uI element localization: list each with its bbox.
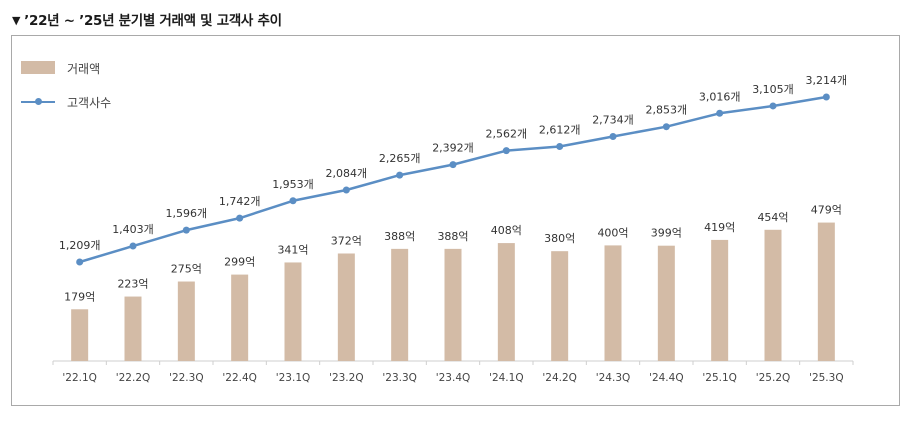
line-value-label: 3,105개 [752,83,794,96]
legend-bar-label: 거래액 [67,62,101,76]
line-value-label: 2,084개 [326,167,368,180]
line-point [769,102,777,110]
x-tick-label: '24.2Q [542,372,577,384]
bar-value-label: 388억 [437,230,468,243]
x-tick-label: '23.4Q [436,372,471,384]
bar-value-label: 275억 [171,263,202,276]
bar-value-label: 223억 [117,278,148,291]
line-point [556,143,564,151]
line-point [822,93,830,101]
x-tick-label: '23.2Q [329,372,364,384]
bar [231,274,249,361]
line-value-label: 1,403개 [112,223,154,236]
bar [657,245,675,361]
line-point [342,186,350,194]
bar-value-label: 179억 [64,290,95,303]
line-point [449,161,457,169]
bar-value-label: 479억 [811,204,842,217]
x-tick-label: '23.3Q [382,372,417,384]
bar [604,245,622,361]
x-tick-label: '24.3Q [596,372,631,384]
bar [177,281,195,361]
chart-heading: ▼ ’22년 ~ ’25년 분기별 거래액 및 고객사 추이 [12,9,282,29]
bar-value-label: 299억 [224,256,255,269]
bar-value-label: 380억 [544,232,575,245]
x-tick-label: '22.4Q [222,372,257,384]
line-value-label: 3,214개 [806,74,848,87]
bar [711,239,729,361]
bar [124,296,142,361]
line-point [76,258,84,266]
x-tick-label: '22.1Q [62,372,97,384]
line-point [662,123,670,131]
x-tick-label: '25.2Q [756,372,791,384]
line-value-label: 3,016개 [699,90,741,103]
line-value-label: 2,853개 [646,104,688,117]
bar [764,229,782,361]
bar [337,253,355,361]
bar [391,248,409,361]
line-value-label: 1,742개 [219,195,261,208]
legend-bar-swatch [21,61,55,74]
bar [551,251,569,361]
line-point [182,226,190,234]
x-tick-label: '23.1Q [276,372,311,384]
line-value-label: 1,209개 [59,239,101,252]
line-value-label: 2,392개 [432,142,474,155]
line-value-label: 2,265개 [379,152,421,165]
bar-value-label: 408억 [491,224,522,237]
line-point [236,214,244,222]
chart-heading-text: ’22년 ~ ’25년 분기별 거래액 및 고객사 추이 [24,13,282,29]
bar [817,222,835,361]
line-point [502,147,510,155]
bar-value-label: 400억 [597,226,628,239]
bar-value-label: 388억 [384,230,415,243]
x-tick-label: '24.1Q [489,372,524,384]
bar [284,262,302,361]
bar [497,243,515,361]
line-value-label: 1,953개 [272,178,314,191]
bar-value-label: 399억 [651,227,682,240]
bar-value-label: 419억 [704,221,735,234]
legend-line-label: 고객사수 [67,96,112,110]
bar [71,309,89,361]
line-value-label: 2,612개 [539,124,581,137]
bar [444,248,462,361]
line-value-label: 2,734개 [592,113,634,126]
bar-value-label: 341억 [277,243,308,256]
x-tick-label: '25.1Q [702,372,737,384]
line-value-label: 2,562개 [486,128,528,141]
bar-value-label: 454억 [757,211,788,224]
x-tick-label: '25.3Q [809,372,844,384]
x-tick-label: '22.3Q [169,372,204,384]
x-tick-label: '22.2Q [116,372,151,384]
line-point [716,109,724,117]
x-tick-label: '24.4Q [649,372,684,384]
line-point [289,197,297,205]
line-point [609,132,617,140]
line-point [129,242,137,250]
line-point [396,171,404,179]
legend-line-marker [35,98,42,105]
bar-value-label: 372억 [331,234,362,247]
triangle-down-icon: ▼ [12,14,21,27]
line-value-label: 1,596개 [166,207,208,220]
